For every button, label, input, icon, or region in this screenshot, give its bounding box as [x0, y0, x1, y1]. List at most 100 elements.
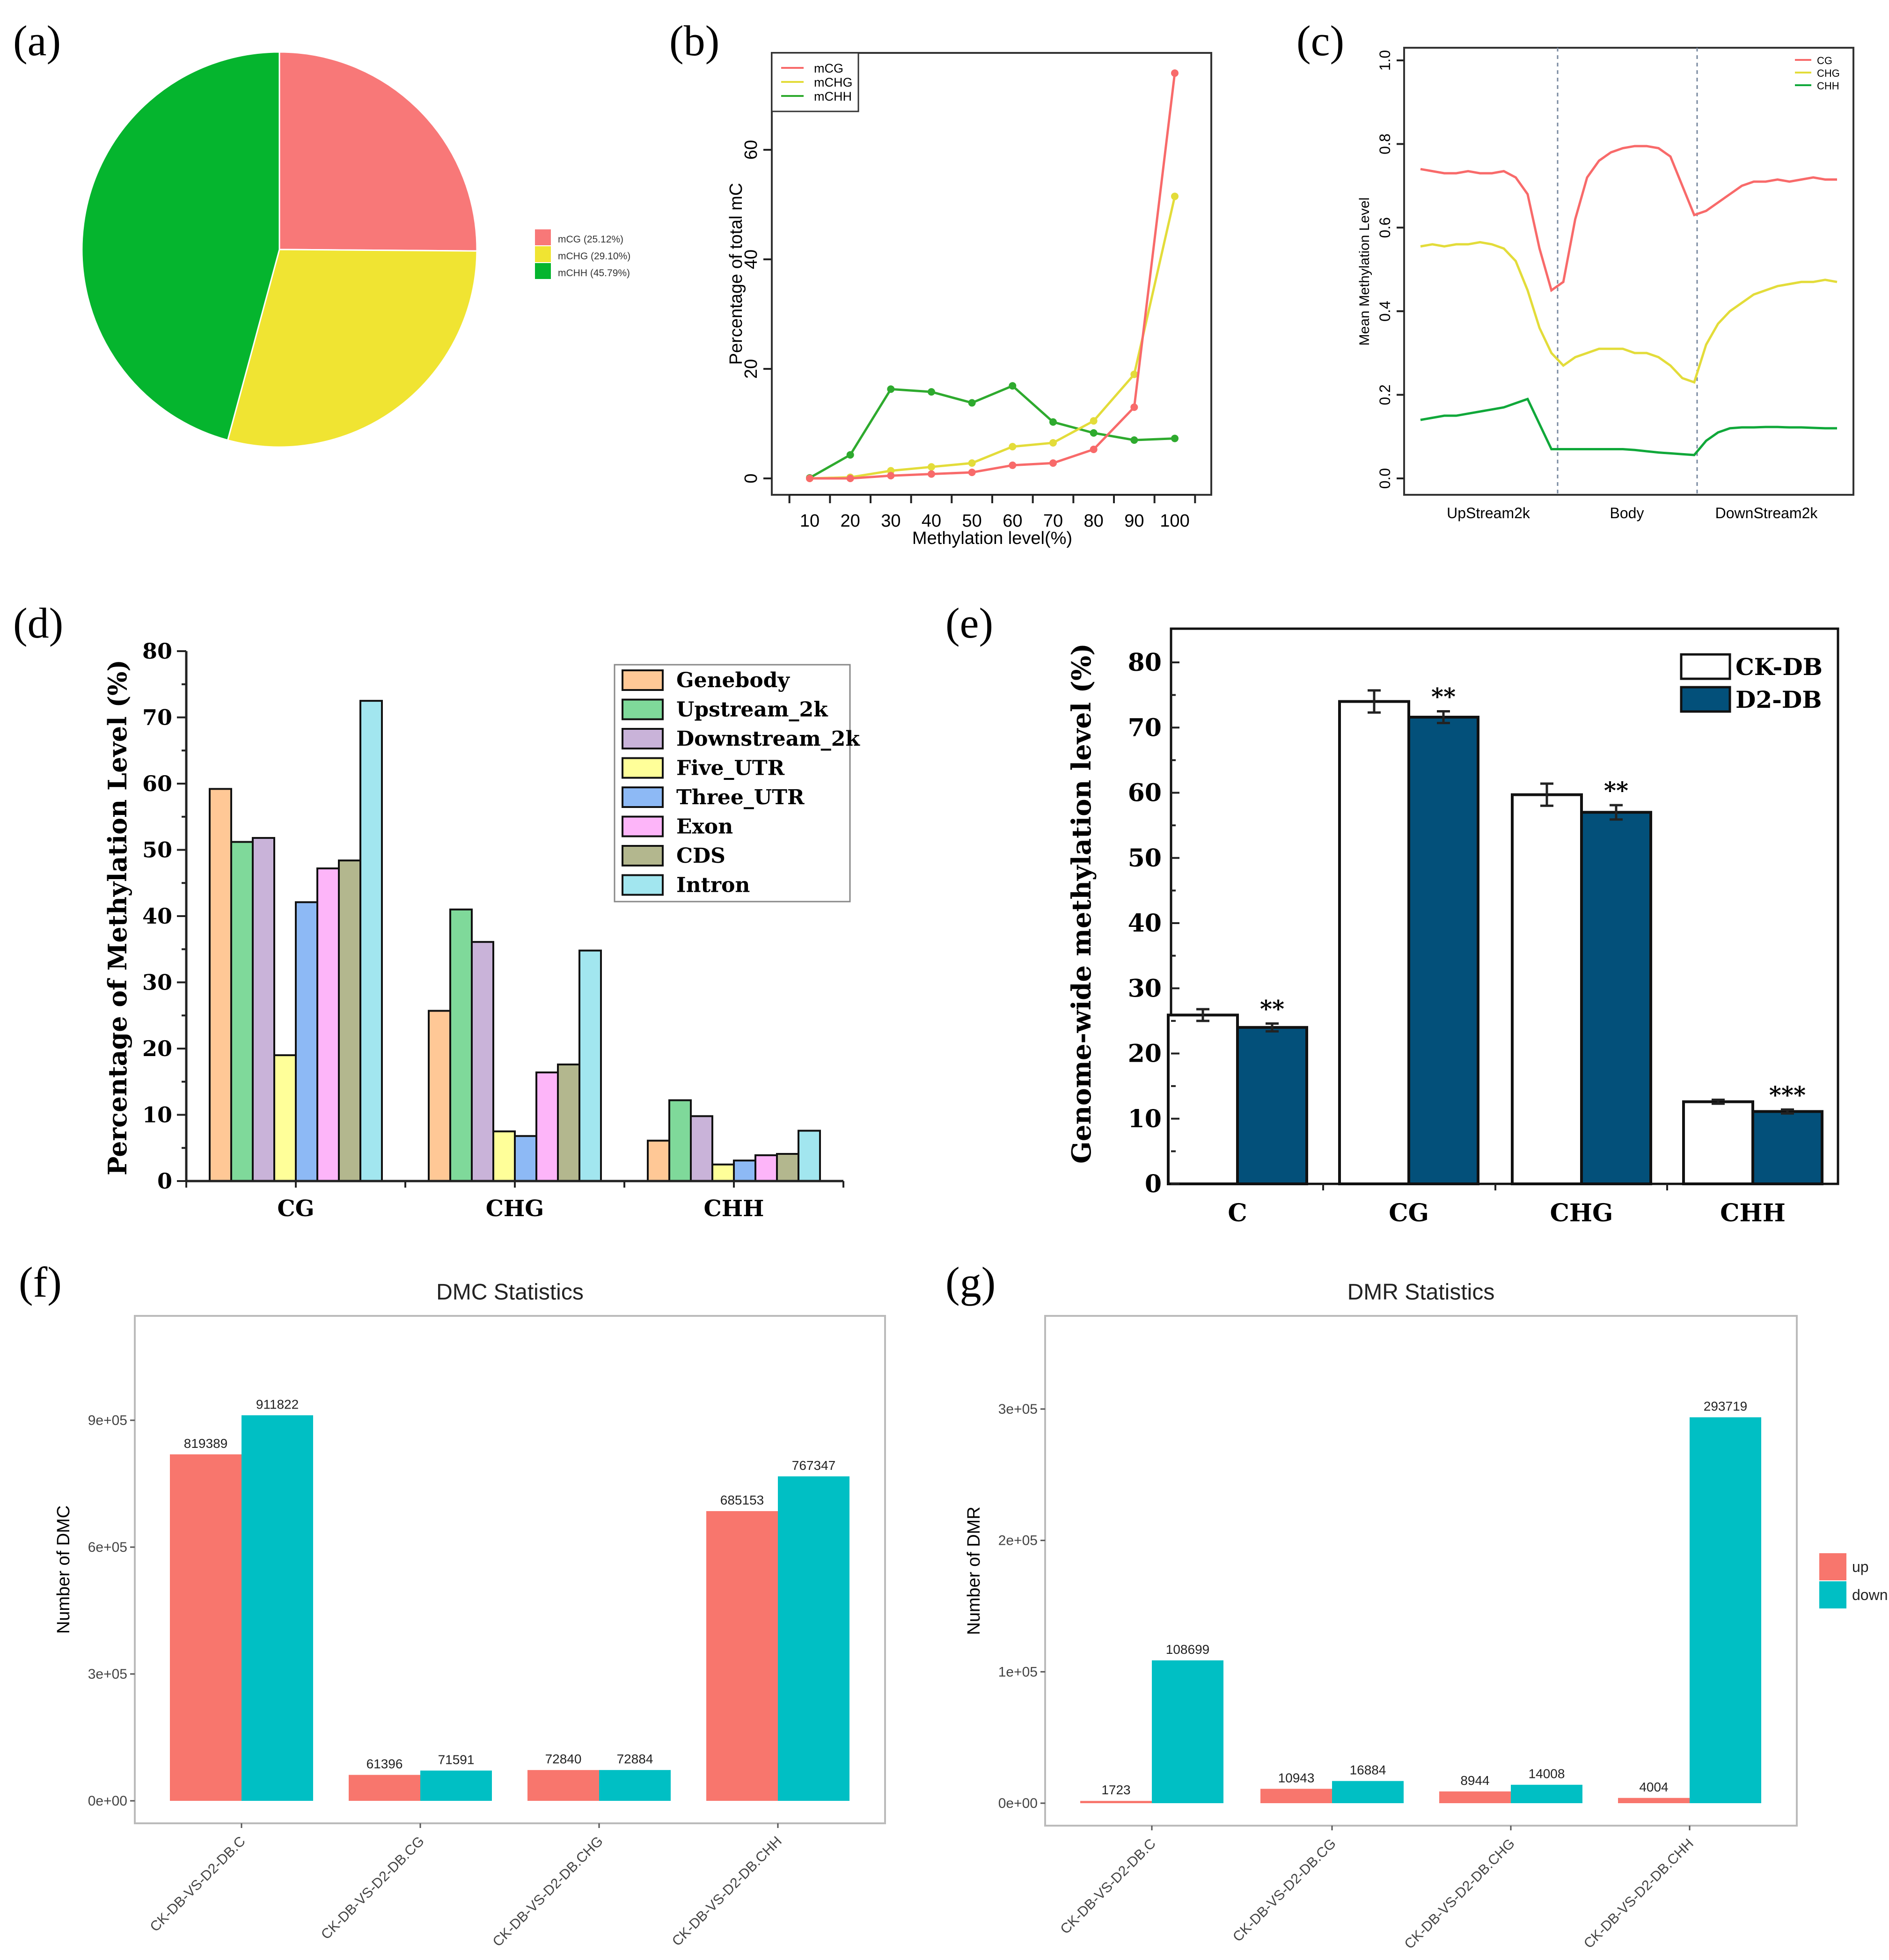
y-tick-label: 20	[142, 1036, 172, 1061]
bar-down-CK-DB-VS-D2-DB.CHG	[1511, 1784, 1582, 1803]
x-tick-label: 90	[1124, 511, 1144, 531]
series-line-CHG	[1420, 241, 1838, 384]
legend-label: CK-DB	[1735, 653, 1823, 681]
legend-label: mCHH (45.79%)	[558, 268, 630, 279]
bar-Intron-CHG	[578, 949, 602, 1182]
pie-slice-0	[278, 51, 478, 252]
plot-frame	[1170, 627, 1839, 1185]
y-tick-label: 3e+05	[998, 1402, 1038, 1417]
y-tick-label: 0e+00	[88, 1793, 127, 1809]
data-point-mCHG	[1171, 192, 1179, 200]
legend-label: mCHG (29.10%)	[558, 251, 630, 262]
y-tick-label: 1.0	[1376, 50, 1393, 71]
y-tick-label: 20	[741, 359, 761, 379]
x-tick-label: CG	[1389, 1199, 1429, 1227]
series-line-CG	[1420, 145, 1837, 293]
bar-Upstream_2k-CHG	[449, 908, 473, 1182]
data-point-mCHH	[968, 399, 976, 407]
panel-label-e: (e)	[945, 599, 993, 647]
panel-label-b: (b)	[669, 17, 719, 65]
x-tick-label: CK-DB-VS-D2-DB.CHH	[1581, 1836, 1697, 1952]
series-line-mCHH	[809, 384, 1175, 479]
bar-down-CK-DB-VS-D2-DB.CG	[420, 1770, 492, 1801]
x-tick-label: CK-DB-VS-D2-DB.C	[147, 1834, 249, 1935]
legend-label: down	[1852, 1586, 1888, 1603]
plot-frame	[1403, 47, 1854, 496]
x-tick-label: CK-DB-VS-D2-DB.CHG	[1402, 1836, 1518, 1952]
bar-Exon-CG	[316, 867, 340, 1182]
x-axis-label: Methylation level(%)	[912, 529, 1072, 548]
data-label: 4004	[1639, 1780, 1668, 1794]
bar-up-CK-DB-VS-D2-DB.CHG	[1439, 1791, 1511, 1803]
data-point-mCHH	[1009, 382, 1017, 390]
x-tick-label: 100	[1160, 511, 1189, 531]
x-tick-label: C	[1228, 1199, 1247, 1227]
data-label: 71591	[438, 1752, 475, 1767]
data-point-mCG	[1171, 69, 1179, 77]
data-point-mCG	[887, 472, 895, 480]
y-axis-label: Percentage of total mC	[726, 183, 746, 365]
y-tick-label: 30	[142, 970, 172, 995]
bar-Upstream_2k-CG	[230, 841, 254, 1182]
x-tick-label: CK-DB-VS-D2-DB.CHH	[669, 1834, 785, 1949]
series-line-mCHG	[809, 196, 1176, 480]
bar-up-CK-DB-VS-D2-DB.CHG	[527, 1770, 599, 1801]
y-tick-label: 3e+05	[88, 1666, 127, 1682]
y-tick-label: 40	[1128, 909, 1162, 938]
y-tick-label: 50	[1128, 844, 1162, 873]
legend-swatch	[622, 757, 664, 779]
legend-label: Downstream_2k	[676, 727, 860, 751]
bar-Downstream_2k-CHG	[471, 941, 494, 1182]
data-point-mCG	[1130, 403, 1138, 411]
x-tick-label: CK-DB-VS-D2-DB.C	[1057, 1836, 1159, 1938]
bar-down-CK-DB-VS-D2-DB.C	[242, 1415, 313, 1801]
bar-Genebody-CHH	[647, 1139, 670, 1182]
region-label: UpStream2k	[1447, 505, 1530, 521]
legend-swatch	[622, 728, 664, 749]
bar-Three_UTR-CHG	[514, 1135, 537, 1182]
legend-label: Five_UTR	[676, 756, 785, 780]
bar-Five_UTR-CG	[273, 1054, 297, 1182]
data-point-mCG	[928, 470, 935, 478]
y-axis-label: Percentage of Methylation Level (%)	[103, 660, 132, 1175]
y-tick-label: 0	[741, 473, 761, 483]
y-tick-label: 0.0	[1376, 468, 1393, 489]
legend-label: CHH	[1817, 80, 1839, 92]
bar-CDS-CHG	[557, 1063, 580, 1182]
y-tick-label: 50	[142, 837, 172, 863]
x-tick-label: CG	[277, 1196, 314, 1222]
panel-label-g: (g)	[945, 1258, 996, 1306]
y-tick-label: 6e+05	[88, 1540, 127, 1555]
data-point-mCG	[1009, 461, 1017, 469]
bar-down-CK-DB-VS-D2-DB.CG	[1332, 1781, 1404, 1803]
data-label: 108699	[1166, 1642, 1209, 1657]
legend-swatch	[1680, 686, 1731, 713]
bar-down-CK-DB-VS-D2-DB.CHG	[599, 1770, 671, 1801]
bar-up-CK-DB-VS-D2-DB.C	[1080, 1801, 1152, 1803]
y-tick-label: 20	[1128, 1040, 1162, 1068]
series-line-CHH	[1420, 397, 1837, 456]
x-tick-label: 60	[1003, 511, 1022, 531]
bar-down-CK-DB-VS-D2-DB.CHH	[778, 1476, 849, 1801]
legend-swatch	[535, 263, 551, 279]
y-axis-label: Genome-wide methylation level (%)	[1066, 643, 1097, 1164]
bar-Three_UTR-CG	[295, 901, 318, 1182]
x-tick-label: CHG	[486, 1196, 544, 1222]
y-tick-label: 40	[142, 903, 172, 929]
x-tick-label: CK-DB-VS-D2-DB.CHG	[490, 1834, 606, 1950]
data-point-mCHH	[1049, 418, 1057, 426]
data-label: 61396	[366, 1757, 403, 1771]
legend-swatch	[1680, 653, 1731, 680]
legend-swatch	[535, 246, 551, 262]
bar-Downstream_2k-CHH	[690, 1115, 713, 1182]
data-label: 8944	[1460, 1773, 1489, 1788]
legend-swatch	[622, 845, 664, 866]
data-point-mCHH	[1090, 429, 1098, 437]
y-tick-label: 0	[157, 1168, 172, 1194]
data-label: 10943	[1278, 1770, 1315, 1785]
panel-label-a: (a)	[13, 17, 61, 65]
bar-CK-DB-CG	[1338, 700, 1410, 1185]
bar-up-CK-DB-VS-D2-DB.CHH	[1618, 1798, 1690, 1803]
y-tick-label: 30	[1128, 974, 1162, 1003]
data-point-mCG	[846, 475, 854, 482]
